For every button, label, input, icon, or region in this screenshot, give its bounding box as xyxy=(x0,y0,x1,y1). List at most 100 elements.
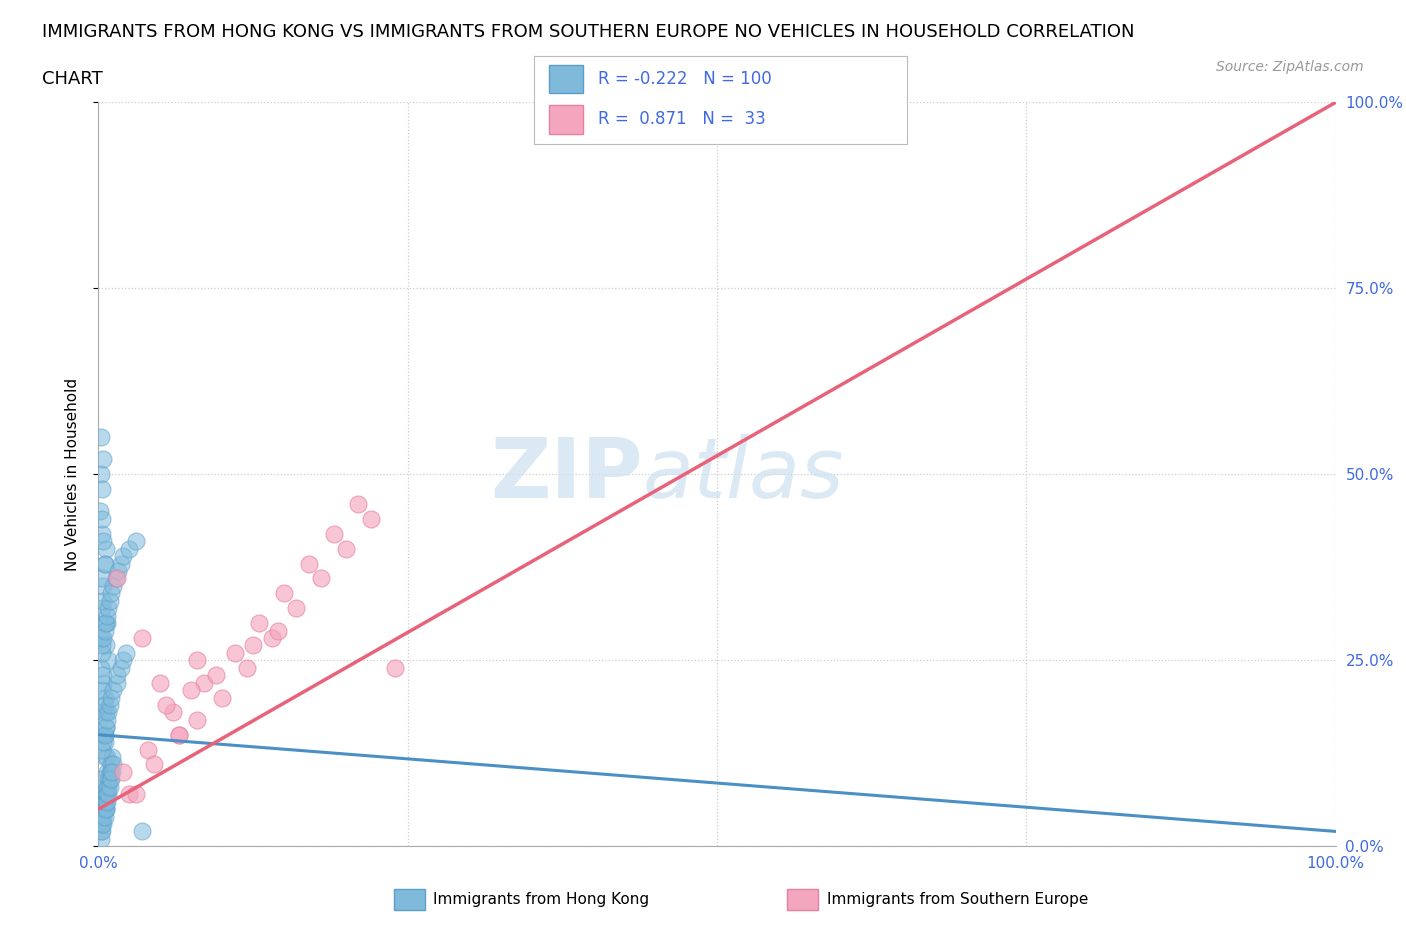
Point xyxy=(93,794,115,809)
Point xyxy=(103,757,125,772)
Point xyxy=(118,541,141,556)
Point xyxy=(322,526,344,541)
Point xyxy=(131,631,153,645)
Text: CHART: CHART xyxy=(42,70,103,87)
Point xyxy=(97,705,120,720)
Point xyxy=(94,616,117,631)
Point xyxy=(93,779,115,794)
Point xyxy=(91,512,114,526)
Point xyxy=(93,735,115,750)
Point xyxy=(93,452,115,467)
Text: atlas: atlas xyxy=(643,433,845,515)
Point xyxy=(118,787,141,802)
Point xyxy=(97,779,120,794)
Point xyxy=(205,668,228,683)
Point xyxy=(131,824,153,839)
Point xyxy=(96,764,118,779)
Point xyxy=(93,668,115,683)
Point xyxy=(93,623,115,638)
Point xyxy=(94,802,117,817)
Point xyxy=(93,675,115,690)
Point xyxy=(100,764,122,779)
Point xyxy=(93,809,115,824)
Point xyxy=(93,616,115,631)
Point xyxy=(91,638,114,653)
Point xyxy=(167,727,190,742)
Point xyxy=(94,802,117,817)
FancyBboxPatch shape xyxy=(550,105,582,134)
Point xyxy=(96,750,118,764)
Point xyxy=(103,683,125,698)
Point xyxy=(93,705,115,720)
Point xyxy=(93,698,115,712)
Point xyxy=(91,772,114,787)
Point xyxy=(94,638,117,653)
Point xyxy=(124,787,146,802)
Point xyxy=(100,586,122,601)
Point xyxy=(186,653,208,668)
Point xyxy=(94,720,117,735)
Point xyxy=(105,668,128,683)
Point xyxy=(93,593,115,608)
Point xyxy=(107,564,129,578)
Point xyxy=(93,809,115,824)
Point xyxy=(93,556,115,571)
Point xyxy=(97,787,120,802)
Point xyxy=(260,631,283,645)
Point xyxy=(98,698,121,712)
Text: R = -0.222   N = 100: R = -0.222 N = 100 xyxy=(598,70,772,87)
Point xyxy=(100,690,122,705)
Point xyxy=(96,779,118,794)
Point xyxy=(110,556,132,571)
Point xyxy=(90,631,112,645)
Point xyxy=(309,571,332,586)
Point xyxy=(186,712,208,727)
Point xyxy=(384,660,406,675)
Point xyxy=(93,578,115,593)
Point xyxy=(91,482,114,497)
Point xyxy=(91,571,114,586)
Point xyxy=(285,601,308,616)
Point xyxy=(211,690,233,705)
Point xyxy=(98,764,121,779)
Point xyxy=(360,512,382,526)
Text: R =  0.871   N =  33: R = 0.871 N = 33 xyxy=(598,111,765,128)
Point xyxy=(247,616,270,631)
Point xyxy=(93,802,115,817)
Point xyxy=(91,817,114,831)
Point xyxy=(93,690,115,705)
Point xyxy=(112,764,135,779)
Point xyxy=(90,831,112,846)
Point xyxy=(94,794,117,809)
Point xyxy=(90,467,112,482)
Point xyxy=(105,571,128,586)
Point xyxy=(94,541,117,556)
Point xyxy=(96,712,118,727)
Text: Immigrants from Hong Kong: Immigrants from Hong Kong xyxy=(433,892,650,907)
Point xyxy=(104,571,127,586)
Point xyxy=(347,497,370,512)
Text: Immigrants from Southern Europe: Immigrants from Southern Europe xyxy=(827,892,1088,907)
Point xyxy=(91,824,114,839)
Point xyxy=(242,638,264,653)
Point xyxy=(98,593,121,608)
Point xyxy=(93,750,115,764)
Point xyxy=(93,556,115,571)
Point xyxy=(96,794,118,809)
Point xyxy=(90,824,112,839)
Point xyxy=(105,675,128,690)
Point xyxy=(93,802,115,817)
Y-axis label: No Vehicles in Household: No Vehicles in Household xyxy=(65,378,80,571)
Text: ZIP: ZIP xyxy=(491,433,643,515)
Point xyxy=(97,601,120,616)
Point xyxy=(90,430,112,445)
Point xyxy=(93,631,115,645)
Point xyxy=(91,645,114,660)
Point xyxy=(93,727,115,742)
Point xyxy=(112,549,135,564)
Point xyxy=(143,757,166,772)
Point xyxy=(91,526,114,541)
Text: Source: ZipAtlas.com: Source: ZipAtlas.com xyxy=(1216,60,1364,74)
Point xyxy=(149,675,172,690)
Point xyxy=(101,764,124,779)
